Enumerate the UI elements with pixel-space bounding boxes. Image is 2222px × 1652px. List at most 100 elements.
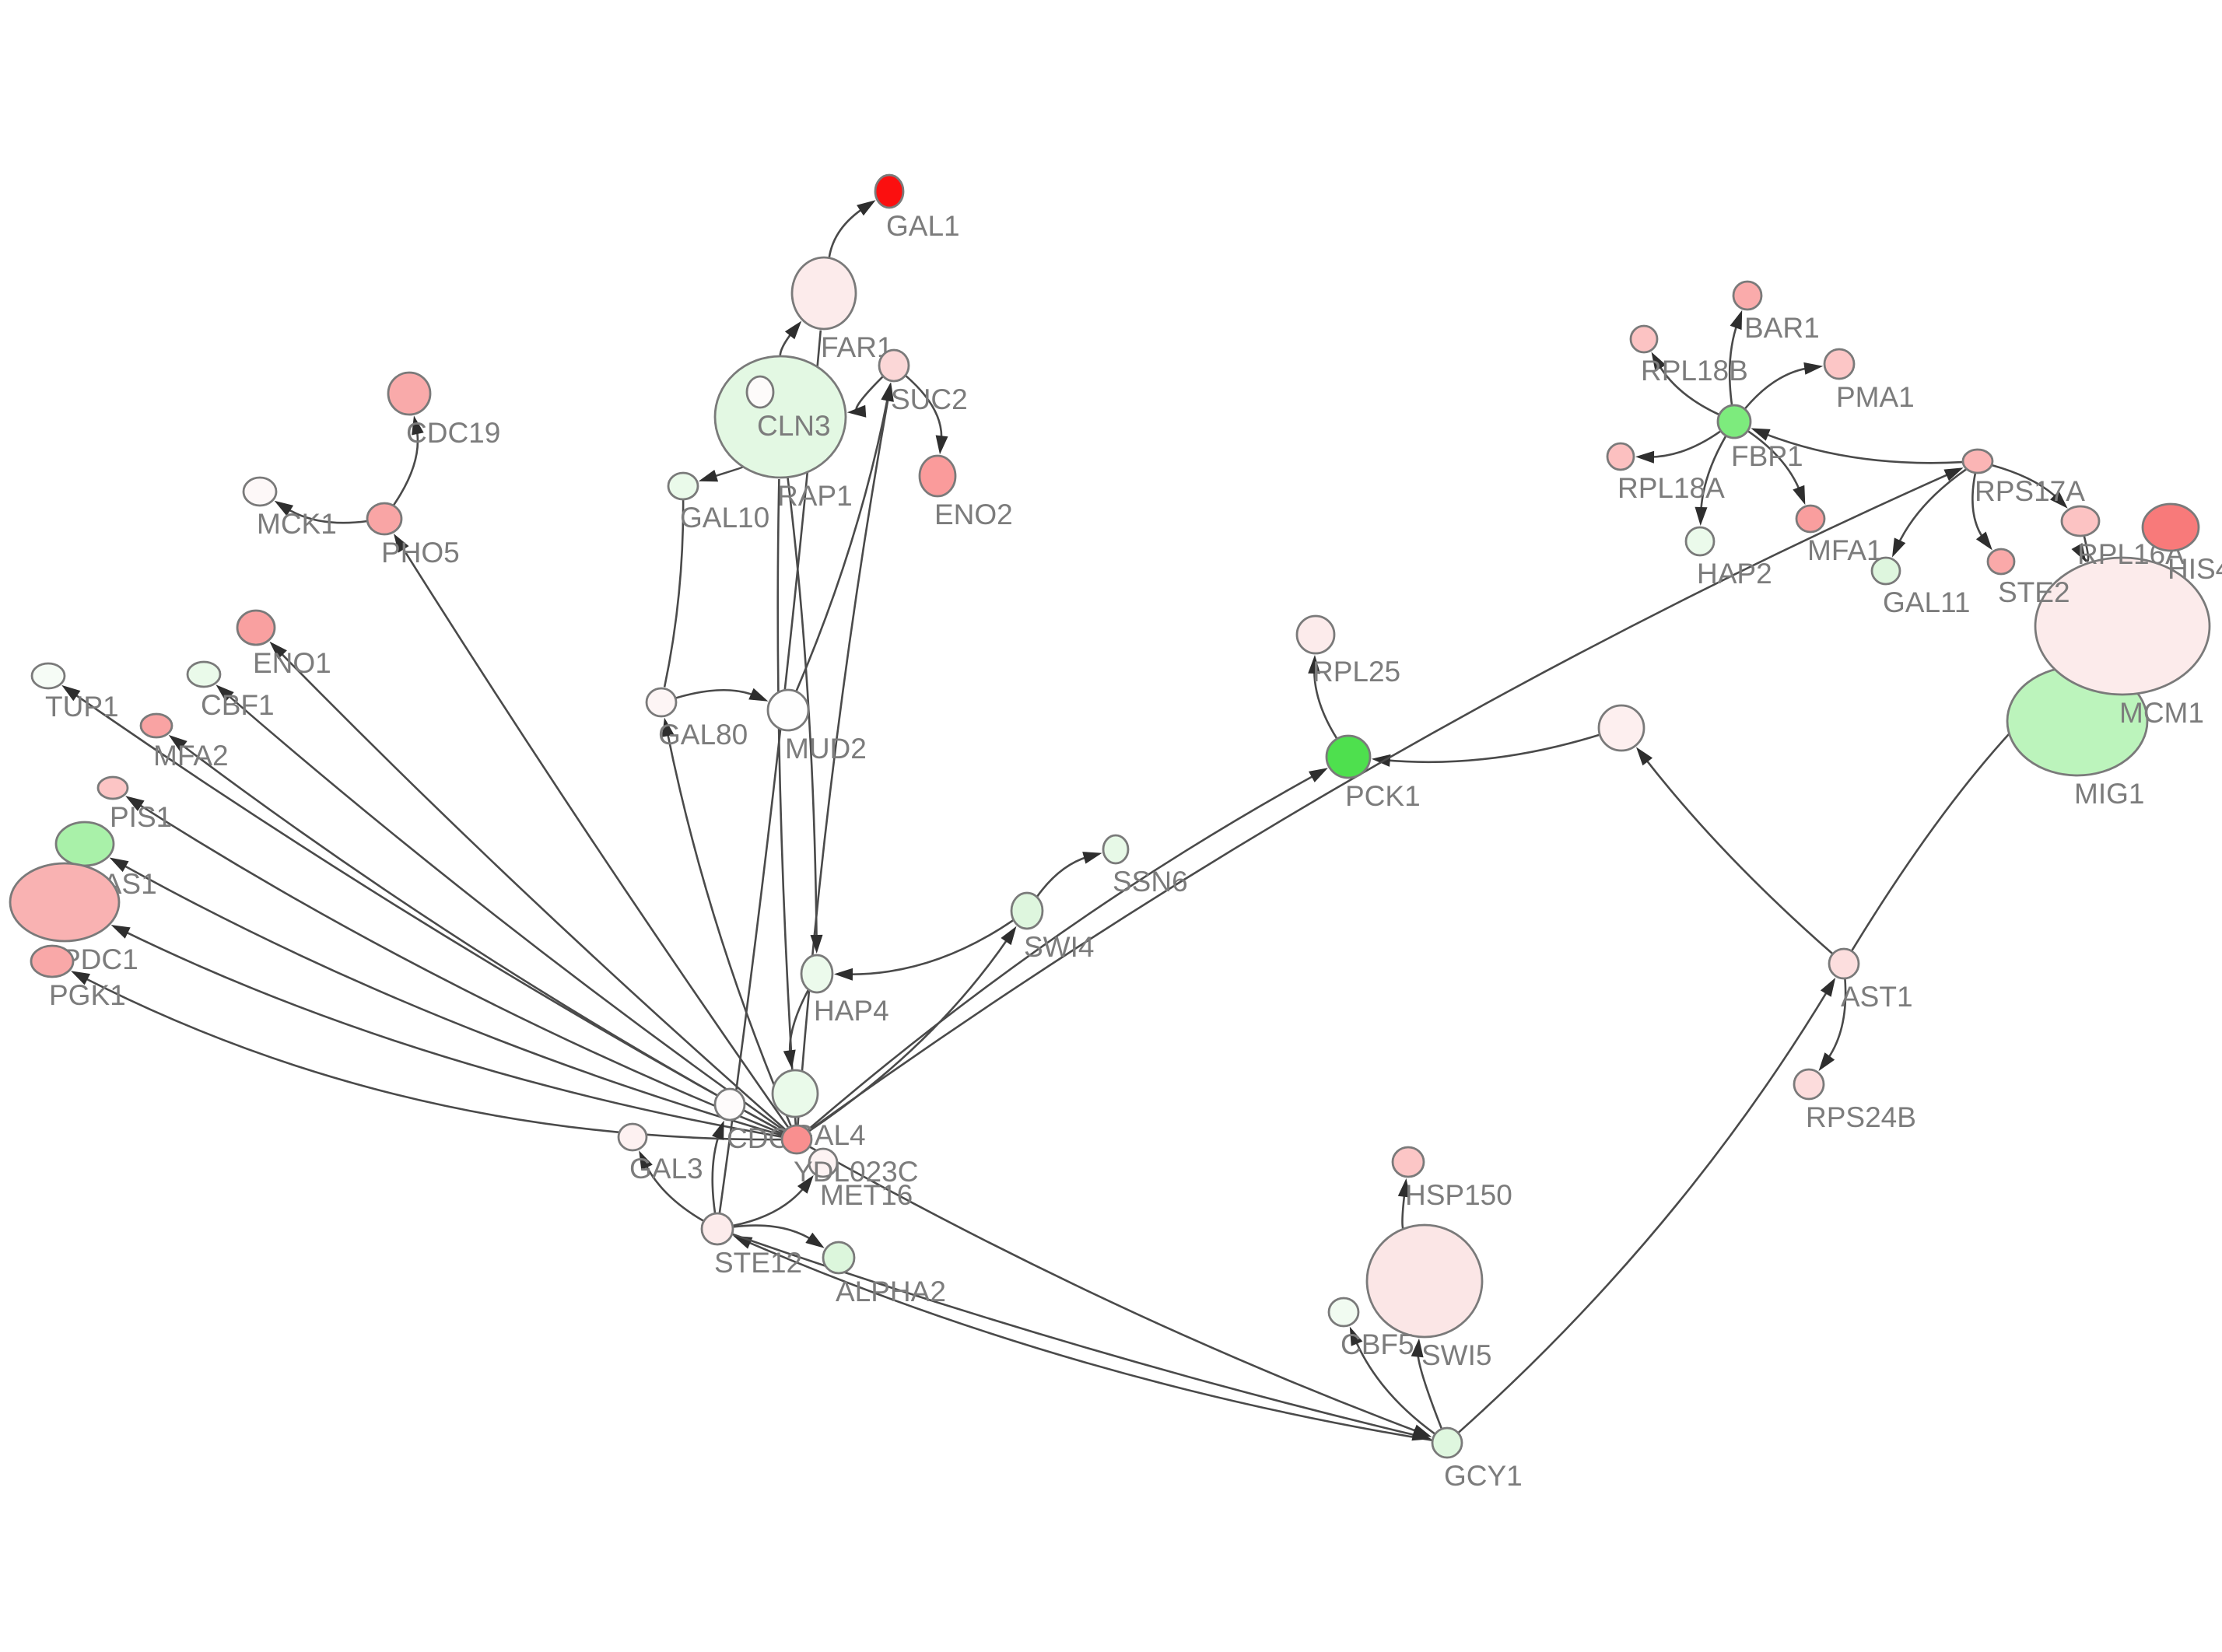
node-suc2[interactable]: SUC2 xyxy=(878,348,968,415)
gene-node-shape[interactable] xyxy=(1295,614,1336,655)
node-his4[interactable]: HIS4 xyxy=(2141,502,2222,585)
node-bar1[interactable]: BAR1 xyxy=(1732,280,1820,344)
node-cln3[interactable]: CLN3 xyxy=(745,375,831,442)
gene-node-shape[interactable] xyxy=(1986,548,2016,576)
node-hap2[interactable]: HAP2 xyxy=(1684,526,1772,590)
node-eno1[interactable]: ENO1 xyxy=(236,609,331,679)
gene-node-shape[interactable] xyxy=(9,862,121,943)
node-n1[interactable] xyxy=(1597,704,1645,752)
node-mck1[interactable]: MCK1 xyxy=(242,476,337,540)
gene-node-shape[interactable] xyxy=(745,375,775,409)
gene-node-shape[interactable] xyxy=(822,1241,856,1275)
gene-node-shape[interactable] xyxy=(1327,1297,1360,1328)
gene-node-label: RPS24B xyxy=(1806,1101,1916,1133)
gene-node-shape[interactable] xyxy=(366,502,403,536)
gene-node-shape[interactable] xyxy=(2034,556,2211,696)
node-swi4[interactable]: SWI4 xyxy=(1010,891,1094,963)
node-eno2[interactable]: ENO2 xyxy=(918,454,1013,530)
node-tup1[interactable]: TUP1 xyxy=(30,662,119,723)
gene-node-shape[interactable] xyxy=(1325,734,1372,779)
gene-node-shape[interactable] xyxy=(1793,1068,1825,1101)
node-far1[interactable]: FAR1 xyxy=(790,256,893,363)
node-rpl18b[interactable]: RPL18B xyxy=(1629,324,1748,387)
gene-node-shape[interactable] xyxy=(808,1147,839,1178)
gene-node-shape[interactable] xyxy=(667,471,699,501)
gene-node-shape[interactable] xyxy=(780,1124,813,1155)
node-ste2[interactable]: STE2 xyxy=(1986,548,2070,608)
gene-node-shape[interactable] xyxy=(1391,1146,1425,1178)
node-fbp1[interactable]: FBP1 xyxy=(1716,404,1803,472)
gene-node-shape[interactable] xyxy=(387,371,432,416)
node-cbf5[interactable]: CBF5 xyxy=(1327,1297,1414,1360)
gene-node-shape[interactable] xyxy=(874,173,905,209)
gene-node-shape[interactable] xyxy=(790,256,857,331)
gene-node-shape[interactable] xyxy=(1795,504,1826,534)
gene-node-shape[interactable] xyxy=(96,775,129,800)
gene-node-shape[interactable] xyxy=(186,660,222,688)
gene-node-shape[interactable] xyxy=(1684,526,1716,557)
gene-node-shape[interactable] xyxy=(878,348,910,383)
node-pgk1[interactable]: PGK1 xyxy=(30,944,126,1011)
gene-node-shape[interactable] xyxy=(242,476,278,507)
node-gal3[interactable]: GAL3 xyxy=(617,1122,703,1185)
node-alpha2[interactable]: ALPHA2 xyxy=(822,1241,946,1307)
node-gal1[interactable]: GAL1 xyxy=(874,173,960,242)
gene-node-shape[interactable] xyxy=(139,712,173,739)
gene-node-shape[interactable] xyxy=(2060,505,2101,537)
gene-node-shape[interactable] xyxy=(1365,1223,1484,1339)
node-rpl18a[interactable]: RPL18A xyxy=(1606,442,1725,504)
node-gal11[interactable]: GAL11 xyxy=(1870,556,1970,618)
node-rps24b[interactable]: RPS24B xyxy=(1793,1068,1916,1133)
gene-node-shape[interactable] xyxy=(2141,502,2200,552)
gene-node-shape[interactable] xyxy=(1010,891,1044,930)
node-mfa1[interactable]: MFA1 xyxy=(1795,504,1883,566)
node-gal80[interactable]: GAL80 xyxy=(645,687,748,751)
node-pdc1[interactable]: PDC1 xyxy=(9,862,138,975)
gene-node-shape[interactable] xyxy=(1870,556,1901,586)
gene-node-shape[interactable] xyxy=(800,954,834,994)
node-ssn6[interactable]: SSN6 xyxy=(1102,834,1188,898)
node-hap4[interactable]: HAP4 xyxy=(800,954,889,1027)
node-pma1[interactable]: PMA1 xyxy=(1823,348,1915,413)
node-rpl25[interactable]: RPL25 xyxy=(1295,614,1400,688)
gene-node-shape[interactable] xyxy=(766,688,810,732)
gene-node-shape[interactable] xyxy=(1597,704,1645,752)
node-pck1[interactable]: PCK1 xyxy=(1325,734,1421,812)
gene-node-shape[interactable] xyxy=(918,454,957,498)
node-rps17a[interactable]: RPS17A xyxy=(1961,448,2085,507)
gene-node-shape[interactable] xyxy=(1961,448,1994,474)
node-pis1[interactable]: PIS1 xyxy=(96,775,172,833)
node-gcy1[interactable]: GCY1 xyxy=(1431,1426,1523,1492)
gene-node-shape[interactable] xyxy=(1102,834,1130,865)
gene-node-shape[interactable] xyxy=(54,821,115,867)
gene-node-shape[interactable] xyxy=(1431,1426,1463,1459)
gene-node-shape[interactable] xyxy=(30,944,75,978)
gene-node-shape[interactable] xyxy=(1629,324,1659,354)
node-mud2[interactable]: MUD2 xyxy=(766,688,867,765)
node-ste12[interactable]: STE12 xyxy=(700,1212,802,1279)
node-cdc19[interactable]: CDC19 xyxy=(387,371,500,449)
node-cbf1[interactable]: CBF1 xyxy=(186,660,275,721)
gene-node-shape[interactable] xyxy=(1716,404,1752,439)
gene-node-shape[interactable] xyxy=(713,1087,746,1122)
gene-node-shape[interactable] xyxy=(1732,280,1763,311)
node-pho5[interactable]: PHO5 xyxy=(366,502,460,569)
gene-node-shape[interactable] xyxy=(771,1069,819,1118)
gene-node-shape[interactable] xyxy=(30,662,66,690)
gene-node-shape[interactable] xyxy=(1828,947,1860,980)
node-mcm1[interactable]: MCM1 xyxy=(2034,556,2211,729)
node-swi5[interactable]: SWI5 xyxy=(1365,1223,1491,1371)
node-met16[interactable]: MET16 xyxy=(808,1147,913,1211)
gene-node-shape[interactable] xyxy=(1823,348,1856,380)
gene-node-shape[interactable] xyxy=(236,609,276,646)
gene-node-shape[interactable] xyxy=(645,687,678,718)
gene-node-shape[interactable] xyxy=(700,1212,734,1246)
gene-node-shape[interactable] xyxy=(617,1122,648,1152)
node-ast1[interactable]: AST1 xyxy=(1828,947,1913,1013)
gene-node-shape[interactable] xyxy=(1606,442,1635,471)
node-ydl023c[interactable]: YDL023C xyxy=(780,1124,918,1188)
node-gal10[interactable]: GAL10 xyxy=(667,471,769,534)
node-hsp150[interactable]: HSP150 xyxy=(1391,1146,1512,1211)
node-mfa2[interactable]: MFA2 xyxy=(139,712,229,772)
